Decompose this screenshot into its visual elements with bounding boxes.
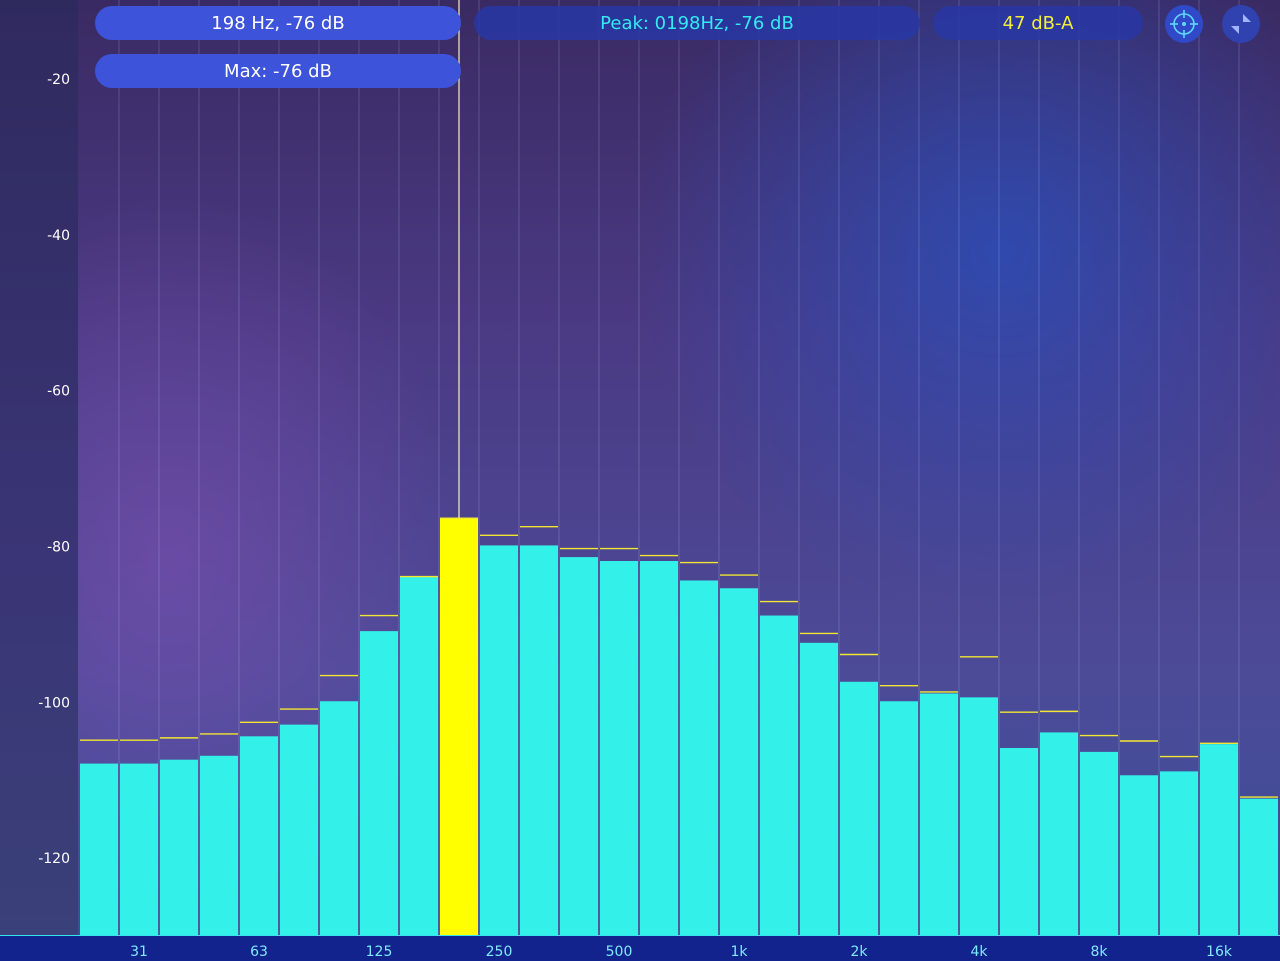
y-tick-label: -60 [47,384,70,400]
spectrum-bar[interactable] [480,545,518,935]
spectrum-bar[interactable] [1160,771,1198,935]
x-tick-label: 1k [730,944,748,960]
level-readout[interactable]: 47 dB-A [933,6,1143,40]
x-tick-label: 16k [1206,944,1233,960]
target-button[interactable] [1165,5,1203,43]
frequency-grid [118,0,1240,935]
spectrum-bar[interactable] [1000,748,1038,935]
x-tick-label: 4k [970,944,988,960]
spectrum-bar[interactable] [880,701,918,935]
frequency-axis: 31 63 125 250 500 1k 2k 4k 8k 16k [0,935,1280,961]
y-axis-ticks: -20 -40 -60 -80 -100 -120 [38,72,70,867]
collapse-button[interactable] [1222,5,1260,43]
spectrum-bar[interactable] [280,724,318,935]
x-tick-label: 250 [486,944,513,960]
x-tick-label: 63 [250,944,268,960]
spectrum-bar[interactable] [1240,798,1278,935]
y-tick-label: -20 [47,72,70,88]
crosshair-icon [1170,10,1198,38]
x-tick-label: 500 [606,944,633,960]
spectrum-bar[interactable] [720,588,758,935]
x-axis-ticks: 31 63 125 250 500 1k 2k 4k 8k 16k [130,944,1233,960]
y-tick-label: -100 [38,695,70,711]
cursor-readout[interactable]: 198 Hz, -76 dB [95,6,461,40]
spectrum-bar[interactable] [360,631,398,935]
spectrum-bar[interactable] [840,681,878,935]
spectrum-bar[interactable] [320,701,358,935]
y-tick-label: -80 [47,539,70,555]
spectrum-bar[interactable] [400,576,438,935]
spectrum-bar[interactable] [1120,775,1158,935]
spectrum-bars [80,518,1278,935]
spectrum-bar[interactable] [1040,732,1078,935]
x-tick-label: 125 [366,944,393,960]
spectrum-bar[interactable] [680,580,718,935]
spectrum-bar[interactable] [1080,751,1118,935]
spectrum-bar[interactable] [600,561,638,935]
spectrum-bar[interactable] [560,557,598,935]
spectrum-bar[interactable] [960,697,998,935]
spectrum-bar[interactable] [240,736,278,935]
y-tick-label: -40 [47,228,70,244]
spectrum-bar[interactable] [1200,744,1238,935]
spectrum-bar[interactable] [800,642,838,935]
x-tick-label: 2k [850,944,868,960]
spectrum-bar[interactable] [520,545,558,935]
spectrum-bar[interactable] [760,615,798,935]
peak-readout[interactable]: Peak: 0198Hz, -76 dB [474,6,920,40]
spectrum-bar[interactable] [160,759,198,935]
collapse-arrows-icon [1231,14,1251,34]
y-tick-label: -120 [38,851,70,867]
x-tick-label: 8k [1090,944,1108,960]
spectrum-bar[interactable] [640,561,678,935]
spectrum-bar[interactable] [120,763,158,935]
max-readout[interactable]: Max: -76 dB [95,54,461,88]
spectrum-bar[interactable] [440,518,478,935]
spectrum-bar[interactable] [920,693,958,935]
y-axis-panel [0,0,78,935]
peak-hold-markers [80,517,1278,798]
x-tick-label: 31 [130,944,148,960]
spectrum-bar[interactable] [200,755,238,935]
spectrum-bar[interactable] [80,763,118,935]
